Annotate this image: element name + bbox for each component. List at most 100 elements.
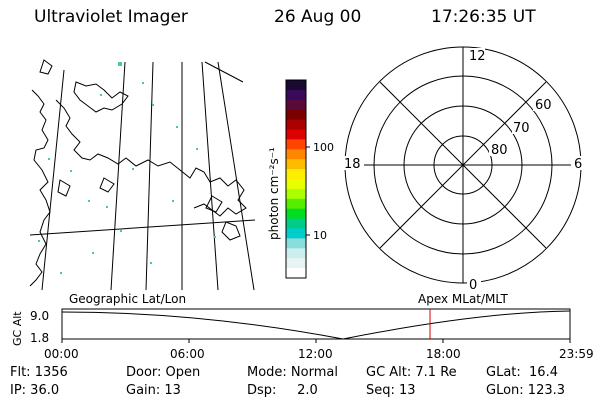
- emission-dot: [92, 252, 94, 254]
- map-coastline: [55, 99, 247, 217]
- map-meridian: [145, 61, 154, 291]
- ip-value: IP: 36.0: [10, 383, 60, 398]
- label-bg: [338, 156, 364, 170]
- emission-dot: [106, 206, 108, 208]
- mode-value: Mode: Normal: [247, 365, 338, 380]
- polar-diagonal: [379, 81, 547, 249]
- mlat-label: 60: [535, 98, 552, 113]
- colorbar-cell: [286, 238, 306, 249]
- colorbar-tick-label: 100: [313, 141, 334, 154]
- timeline-y-axis-label: GC Alt: [11, 311, 24, 346]
- timeline-x-label: 12:00: [298, 347, 333, 361]
- map-parallel: [204, 61, 244, 83]
- map-coastline: [73, 81, 129, 113]
- observation-time: 17:26:35 UT: [431, 7, 536, 27]
- colorbar-tick-label: 10: [313, 229, 327, 242]
- emission-dot: [214, 236, 216, 238]
- emission-dot: [48, 158, 50, 160]
- map-parallel: [29, 219, 256, 236]
- geographic-longitude: GLon: 123.3: [486, 383, 566, 398]
- colorbar-cell: [286, 198, 306, 210]
- map-meridian: [201, 61, 219, 291]
- colorbar-cell: [286, 99, 306, 111]
- label-bg: [489, 142, 511, 156]
- timeline-x-label: 06:00: [170, 347, 205, 361]
- gain-value: Gain: 13: [126, 383, 181, 398]
- emission-dot: [118, 62, 122, 66]
- colorbar-frame: [285, 79, 307, 279]
- colorbar-cell: [286, 228, 306, 239]
- colorbar-cell: [286, 129, 306, 140]
- map-coastline: [29, 89, 51, 287]
- door-status: Door: Open: [126, 365, 201, 380]
- map-meridian: [217, 61, 255, 291]
- mlt-label-dusk: 18: [344, 157, 361, 172]
- map-coastline: [57, 179, 71, 197]
- colorbar-cell: [286, 188, 306, 200]
- timeline-x-label: 18:00: [426, 347, 461, 361]
- emission-dot: [142, 82, 144, 84]
- mlt-label-noon: 12: [469, 49, 486, 64]
- timeline-frame: [61, 308, 571, 340]
- map-meridian: [110, 61, 126, 291]
- emission-dot: [38, 240, 40, 242]
- emission-dot: [60, 272, 62, 274]
- mlat-label: 70: [513, 121, 530, 136]
- colorbar-cell: [286, 89, 306, 101]
- label-bg: [533, 97, 555, 111]
- timeline-y-tick: 1.8: [30, 331, 49, 345]
- orbit-altitude-curve: [61, 310, 571, 340]
- colorbar-cell: [286, 159, 306, 170]
- label-bg: [571, 156, 589, 170]
- colorbar-cell: [286, 218, 306, 229]
- emission-dot: [88, 200, 90, 202]
- mlt-label-dawn: 6: [574, 157, 582, 172]
- mlt-label-midnight: 0: [469, 278, 477, 293]
- emission-dot: [176, 126, 178, 128]
- emission-dot: [150, 262, 152, 264]
- timeline-left-label: Geographic Lat/Lon: [69, 292, 186, 306]
- dsp-value: Dsp: 2.0: [247, 383, 318, 398]
- label-bg: [512, 120, 534, 134]
- colorbar-cell: [286, 248, 306, 259]
- map-coastline: [39, 59, 53, 75]
- emission-dot: [100, 94, 102, 96]
- emission-dot: [152, 104, 154, 106]
- polar-ring-80: [433, 135, 493, 195]
- emission-dot: [172, 200, 174, 202]
- label-bg: [467, 276, 481, 290]
- colorbar-cell: [286, 268, 306, 279]
- sequence-number: Seq: 13: [366, 383, 416, 398]
- timeline-x-label: 00:00: [44, 347, 79, 361]
- colorbar-cell: [286, 139, 306, 150]
- colorbar-cell: [286, 169, 306, 180]
- polar-ring-50: [344, 46, 582, 284]
- timeline-y-tick: 9.0: [30, 309, 49, 323]
- colorbar-scale: [286, 80, 306, 279]
- colorbar-cell: [286, 208, 306, 220]
- colorbar-cell: [286, 149, 306, 160]
- colorbar-unit-label: photon cm⁻²s⁻¹: [267, 147, 281, 240]
- map-coastline: [99, 177, 115, 193]
- polar-diagonal: [379, 81, 547, 249]
- polar-ring-70: [403, 105, 523, 225]
- label-bg: [467, 48, 485, 62]
- observation-date: 26 Aug 00: [274, 7, 362, 27]
- emission-dot: [196, 148, 198, 150]
- gc-altitude: GC Alt: 7.1 Re: [366, 365, 457, 380]
- map-coastline: [221, 221, 241, 241]
- colorbar-cell: [286, 179, 306, 190]
- colorbar-cell: [286, 109, 306, 121]
- map-meridian: [41, 69, 65, 291]
- geographic-latitude: GLat: 16.4: [486, 365, 558, 380]
- emission-dot: [132, 168, 134, 170]
- colorbar-cell: [286, 80, 306, 91]
- flight-number: Flt: 1356: [10, 365, 68, 380]
- timeline-right-label: Apex MLat/MLT: [418, 292, 508, 306]
- emission-dot: [120, 230, 122, 232]
- colorbar-cell: [286, 258, 306, 269]
- colorbar-cell: [286, 119, 306, 130]
